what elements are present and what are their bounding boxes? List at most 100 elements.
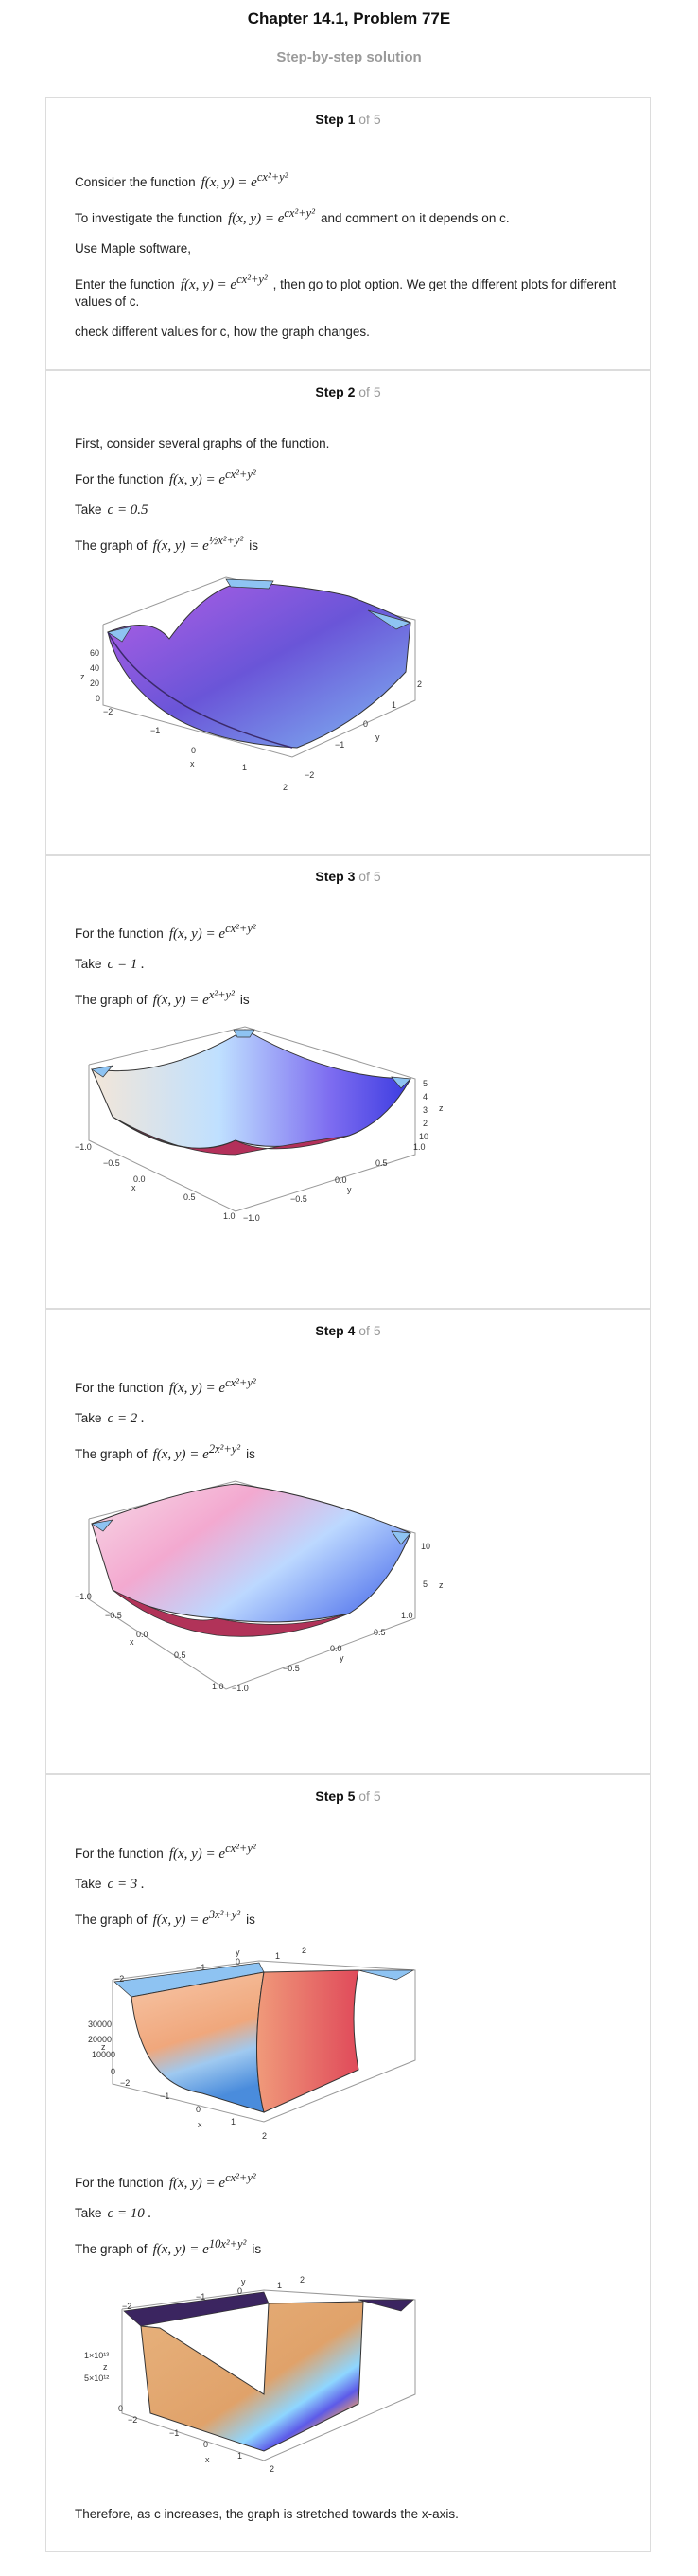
- step-text: check different values for c, how the gr…: [75, 325, 370, 339]
- step-text: The graph of: [75, 993, 148, 1007]
- y-tick: 0: [237, 2286, 242, 2296]
- y-axis-label: y: [241, 2277, 246, 2286]
- x-tick: 2: [262, 2131, 267, 2141]
- step-text: Use Maple software,: [75, 241, 192, 256]
- formula: f(x, y) = e10x²+y²: [152, 2237, 247, 2257]
- step-label: Step 5: [315, 1789, 356, 1804]
- y-tick: −1.0: [232, 1684, 249, 1693]
- step-text: For the function: [75, 926, 164, 941]
- page-subtitle: Step-by-step solution: [276, 49, 422, 65]
- c-value: c = 3 .: [107, 1877, 145, 1892]
- step-3-card: Step 3 of 5 For the function f(x, y) = ec…: [45, 855, 651, 1309]
- step-text: Consider the function: [75, 175, 196, 189]
- step-text: Take: [75, 503, 102, 517]
- z-tick: 0: [96, 694, 100, 703]
- z-axis-label: z: [439, 1103, 444, 1113]
- x-axis-label: x: [190, 759, 195, 768]
- x-tick: 1: [231, 2117, 236, 2126]
- x-tick: 0.5: [174, 1650, 186, 1660]
- step-3-heading: Step 3 of 5: [46, 869, 650, 884]
- formula: f(x, y) = ecx²+y²: [168, 1842, 256, 1861]
- x-axis-label: x: [205, 2455, 210, 2464]
- y-axis-label: y: [375, 732, 380, 742]
- z-tick: 20: [90, 679, 99, 688]
- z-tick: 2: [423, 1119, 428, 1128]
- y-tick: −0.5: [290, 1194, 307, 1204]
- step-label: Step 1: [315, 112, 356, 127]
- surface-plot-c-2: 10 5 z −1.0 −0.5 0.0 0.5 1.0 x −1.0 −0.5…: [75, 1480, 444, 1693]
- y-axis-label: y: [236, 1948, 240, 1957]
- y-tick: −2: [114, 1974, 124, 1984]
- x-tick: 0.0: [133, 1174, 146, 1184]
- x-axis-label: x: [131, 1183, 136, 1192]
- step-2-card: Step 2 of 5 First, consider several grap…: [45, 370, 651, 855]
- x-axis-label: x: [130, 1637, 134, 1647]
- y-tick: −1.0: [243, 1213, 260, 1223]
- step-4-card: Step 4 of 5 For the function f(x, y) = ec…: [45, 1309, 651, 1774]
- step-text: First, consider several graphs of the fu…: [75, 436, 330, 450]
- page-title: Chapter 14.1, Problem 77E: [247, 9, 451, 27]
- formula: f(x, y) = ecx²+y²: [168, 468, 256, 487]
- x-tick: −1: [169, 2428, 179, 2438]
- y-tick: 0.5: [374, 1628, 386, 1637]
- step-text: For the function: [75, 1381, 164, 1395]
- x-tick: −1.0: [75, 1142, 92, 1152]
- step-text: Take: [75, 957, 102, 971]
- z-axis-label: z: [439, 1580, 444, 1590]
- y-axis-label: y: [347, 1185, 352, 1194]
- z-tick: 0: [118, 2404, 123, 2413]
- step-2-heading: Step 2 of 5: [46, 384, 650, 399]
- c-value: c = 10 .: [107, 2206, 152, 2221]
- x-tick: −2: [128, 2415, 137, 2425]
- x-tick: −0.5: [105, 1611, 122, 1620]
- z-tick: 0: [111, 2067, 115, 2076]
- step-text: is: [246, 1913, 255, 1927]
- formula: f(x, y) = ecx²+y²: [201, 170, 288, 190]
- step-text: The graph of: [75, 2242, 148, 2256]
- z-tick: 5: [423, 1579, 428, 1589]
- y-tick: −2: [122, 2302, 131, 2311]
- step-of: of 5: [358, 384, 381, 399]
- step-text: Enter the function: [75, 277, 175, 291]
- surface-plot-c-10: y −2 −1 0 1 2 1×10¹³ 5×10¹² 0 z −2 −1 0 …: [84, 2275, 416, 2474]
- y-tick: 2: [300, 2275, 305, 2285]
- step-label: Step 2: [315, 384, 356, 399]
- z-tick: 5×10¹²: [84, 2373, 109, 2383]
- x-tick: 0: [196, 2105, 201, 2114]
- z-tick: 10: [419, 1132, 428, 1141]
- y-tick: −1: [196, 2292, 205, 2302]
- step-text: For the function: [75, 1846, 164, 1861]
- formula: f(x, y) = e2x²+y²: [152, 1442, 241, 1462]
- x-tick: 2: [270, 2464, 274, 2474]
- step-label: Step 4: [315, 1323, 356, 1338]
- step-1-heading: Step 1 of 5: [46, 112, 650, 127]
- x-tick: −1.0: [75, 1592, 92, 1601]
- c-value: c = 2 .: [107, 1411, 145, 1426]
- formula: f(x, y) = ecx²+y²: [180, 273, 268, 292]
- x-tick: 0: [203, 2440, 208, 2449]
- step-of: of 5: [358, 869, 381, 884]
- step-text: Take: [75, 2206, 102, 2220]
- step-text: , then go to plot option. We get the dif…: [75, 277, 617, 309]
- x-tick: 1.0: [223, 1211, 236, 1221]
- step-1-card: Step 1 of 5 Consider the function f(x, y)…: [45, 97, 651, 370]
- step-text: and comment on it depends on c.: [320, 211, 510, 225]
- step-5-heading: Step 5 of 5: [46, 1789, 650, 1804]
- y-tick: 1.0: [401, 1611, 413, 1620]
- y-axis-label: y: [340, 1653, 344, 1663]
- z-axis-label: z: [103, 2362, 108, 2372]
- z-tick: 60: [90, 648, 99, 658]
- c-value: c = 0.5: [107, 503, 148, 518]
- x-tick: −1: [160, 2091, 169, 2101]
- step-of: of 5: [358, 1789, 381, 1804]
- formula: f(x, y) = ecx²+y²: [168, 922, 256, 942]
- z-tick: 10: [421, 1542, 430, 1551]
- y-tick: 0.0: [335, 1175, 347, 1185]
- step-text: is: [252, 2242, 262, 2256]
- y-tick: −1: [335, 740, 344, 750]
- z-tick: 40: [90, 663, 99, 673]
- formula: f(x, y) = ecx²+y²: [168, 1376, 256, 1396]
- y-tick: 1: [392, 700, 396, 710]
- x-tick: −1: [150, 726, 160, 735]
- z-tick: 10000: [92, 2050, 115, 2059]
